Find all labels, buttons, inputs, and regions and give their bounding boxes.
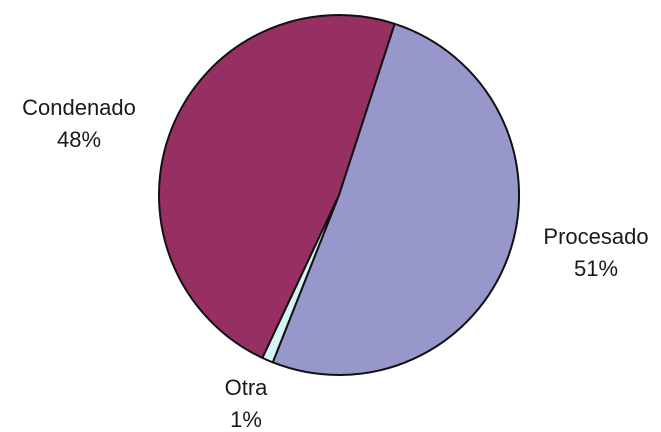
slice-label-otra: Otra bbox=[225, 375, 269, 400]
slice-value-condenado: 48% bbox=[57, 127, 101, 152]
pie-slice-condenado bbox=[158, 14, 396, 359]
pie-labels: Procesado 51% Otra 1% Condenado 48% bbox=[22, 95, 648, 432]
slice-label-condenado: Condenado bbox=[22, 95, 136, 120]
pie-slice-procesado bbox=[271, 22, 520, 377]
pie-slices bbox=[158, 14, 520, 377]
slice-value-otra: 1% bbox=[230, 407, 262, 432]
slice-value-procesado: 51% bbox=[574, 256, 618, 281]
slice-label-procesado: Procesado bbox=[543, 224, 648, 249]
